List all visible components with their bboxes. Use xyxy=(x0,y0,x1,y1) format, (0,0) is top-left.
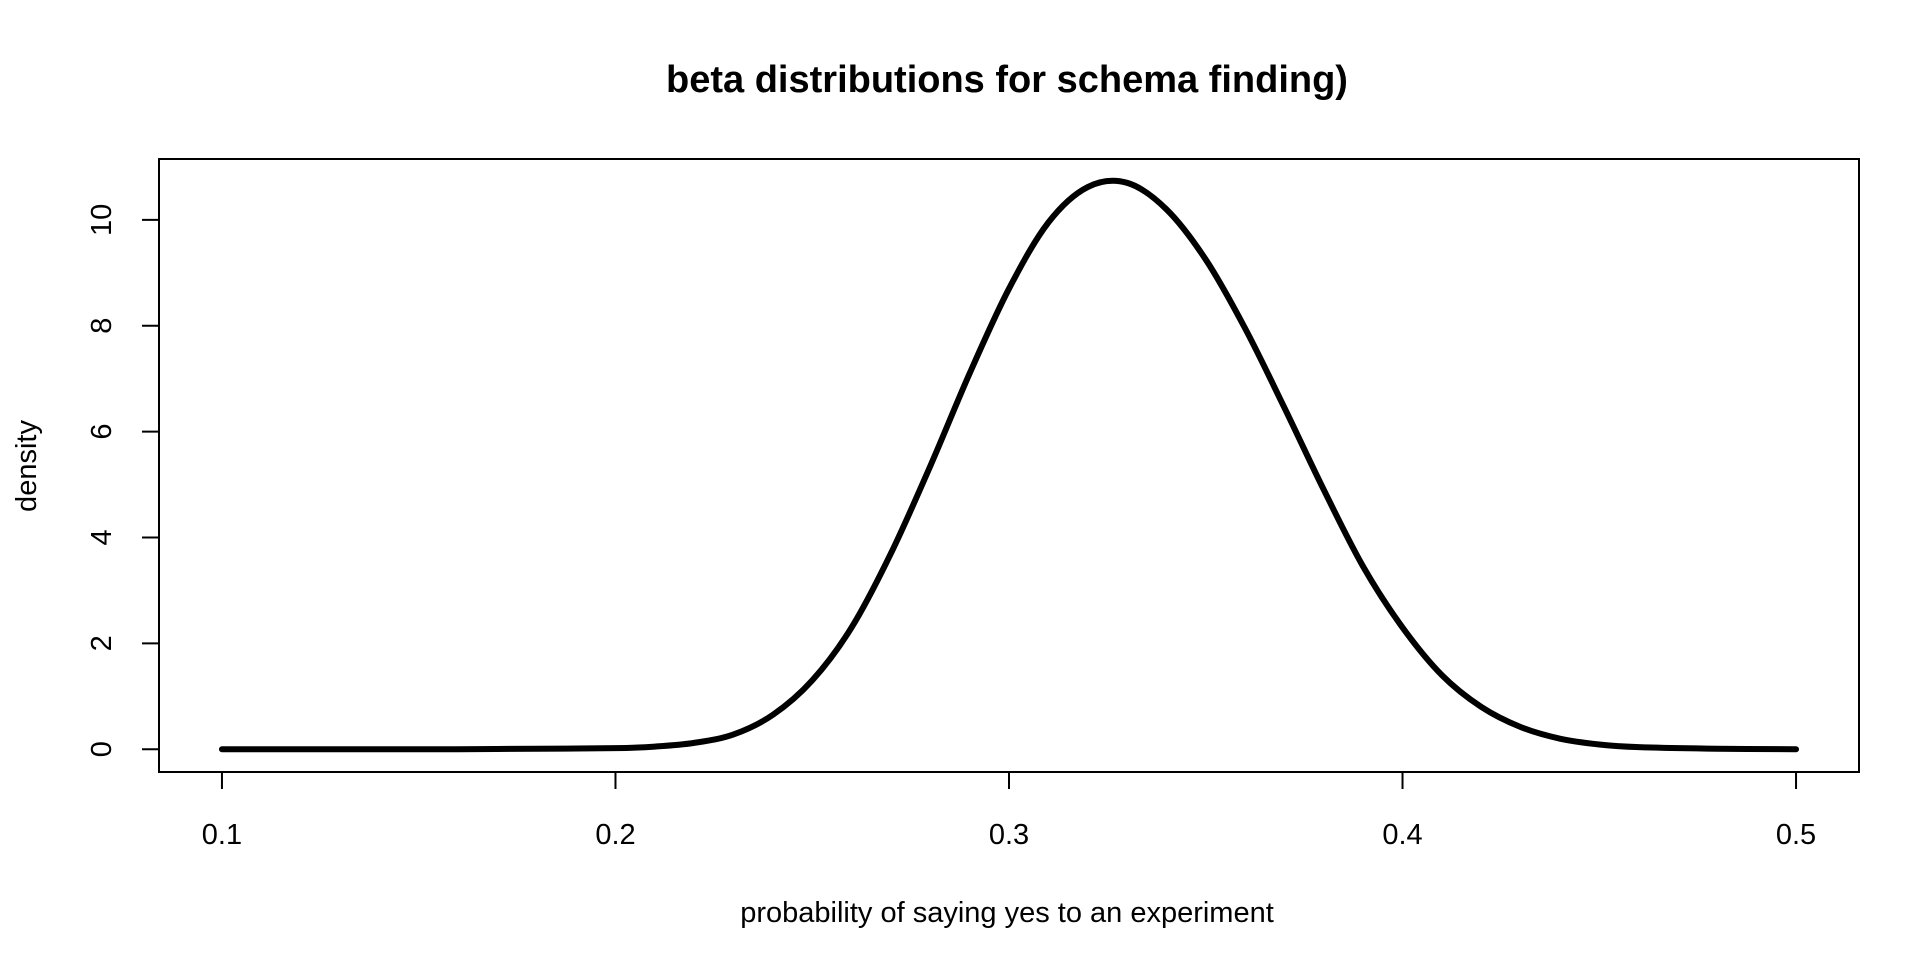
density-curve xyxy=(218,177,1800,753)
x-axis: 0.1 0.2 0.3 0.4 0.5 xyxy=(202,771,1816,851)
x-tick-label: 0.5 xyxy=(1776,819,1816,851)
y-axis: 0 2 4 6 8 10 xyxy=(86,204,160,757)
x-tick-label: 0.4 xyxy=(1382,819,1422,851)
y-tick-label: 0 xyxy=(86,741,118,757)
y-tick-label: 6 xyxy=(86,424,118,440)
y-tick-label: 10 xyxy=(86,204,118,236)
x-tick-label: 0.3 xyxy=(989,819,1029,851)
chart-title: beta distributions for schema finding) xyxy=(666,59,1348,101)
x-tick-label: 0.2 xyxy=(595,819,635,851)
y-tick-label: 8 xyxy=(86,318,118,334)
x-tick-label: 0.1 xyxy=(202,819,242,851)
x-axis-label: probability of saying yes to an experime… xyxy=(740,897,1274,929)
y-tick-label: 2 xyxy=(86,635,118,651)
y-tick-label: 4 xyxy=(86,529,118,545)
y-axis-label: density xyxy=(11,420,43,512)
plot-frame xyxy=(158,158,1860,773)
